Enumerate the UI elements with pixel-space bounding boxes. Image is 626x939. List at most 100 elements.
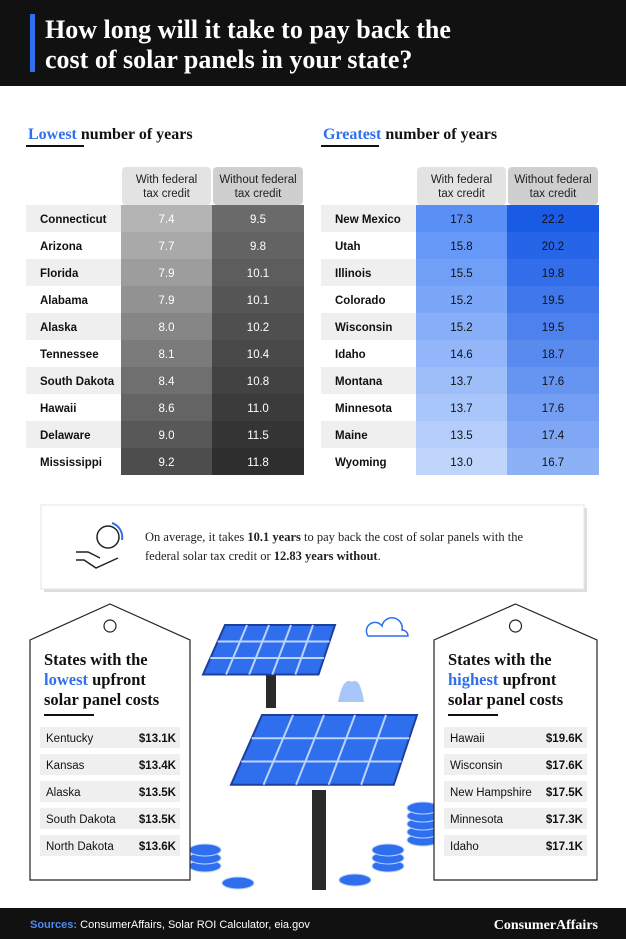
value-cell xyxy=(507,232,599,259)
note-bold: 10.1 years xyxy=(247,530,301,544)
card-title: solar panel costs xyxy=(44,690,160,709)
state-name: Alaska xyxy=(40,322,78,334)
note-bold: 12.83 years without xyxy=(274,549,379,563)
value-cell xyxy=(507,421,599,448)
value-text: 17.4 xyxy=(542,430,565,442)
value-text: 17.6 xyxy=(542,376,564,388)
column-header xyxy=(508,167,598,205)
column-header xyxy=(417,167,506,205)
value-cell xyxy=(507,205,599,232)
card-title-highlight: lowest xyxy=(44,670,88,689)
value-text: 9.5 xyxy=(250,214,266,226)
card-underline xyxy=(448,714,498,716)
cost-row xyxy=(444,754,587,775)
value-text: 19.8 xyxy=(542,268,564,280)
value-cell xyxy=(416,448,507,475)
coin xyxy=(338,873,372,887)
value-text: 10.2 xyxy=(247,322,269,334)
note-box xyxy=(40,504,585,590)
cost-value: $13.6K xyxy=(139,841,177,853)
value-cell xyxy=(416,232,507,259)
footer-band xyxy=(0,908,626,939)
value-cell xyxy=(212,313,304,340)
cost-state: Hawaii xyxy=(450,733,485,745)
row-band xyxy=(321,313,416,340)
value-cell xyxy=(507,394,599,421)
cost-value: $13.1K xyxy=(139,733,177,745)
cost-row xyxy=(40,727,180,748)
pole xyxy=(312,790,326,890)
value-cell xyxy=(121,313,212,340)
brand: ConsumerAffairs xyxy=(494,918,599,933)
value-text: 9.8 xyxy=(250,241,266,253)
cost-row xyxy=(444,835,587,856)
value-cell xyxy=(121,394,212,421)
panel-grid xyxy=(262,714,294,786)
card-title-highlight: highest xyxy=(448,670,499,689)
cost-value: $13.5K xyxy=(139,814,177,826)
header-accent xyxy=(30,14,35,72)
dollar-icon xyxy=(96,525,120,549)
note-part: to pay back the cost of solar panels wit… xyxy=(301,530,524,544)
dollar-arrow xyxy=(111,522,124,541)
value-text: 10.1 xyxy=(247,295,269,307)
value-text: 7.4 xyxy=(159,214,176,226)
cost-row xyxy=(444,727,587,748)
hand-icon xyxy=(76,551,119,569)
cost-row xyxy=(444,781,587,802)
state-name: Mississippi xyxy=(40,457,102,469)
state-name: Idaho xyxy=(335,349,366,361)
column-header-text: With federal xyxy=(136,174,197,186)
panel-grid xyxy=(248,624,270,675)
value-text: 18.7 xyxy=(542,349,564,361)
cost-state: Idaho xyxy=(450,841,479,853)
note-part: federal solar tax credit or xyxy=(145,549,274,563)
title-highlight: Lowest xyxy=(28,126,78,143)
bush xyxy=(338,680,364,702)
cost-row xyxy=(444,808,587,829)
column-header-text: Without federal xyxy=(219,174,296,186)
value-cell xyxy=(416,205,507,232)
card-title-rest: upfront xyxy=(92,670,146,689)
sources-text: ConsumerAffairs, Solar ROI Calculator, e… xyxy=(80,919,310,931)
cost-value: $17.1K xyxy=(546,841,584,853)
tag-hole xyxy=(103,619,117,633)
panel xyxy=(201,624,337,676)
header-band xyxy=(0,0,626,86)
value-text: 8.1 xyxy=(159,349,175,361)
state-name: Utah xyxy=(335,241,361,253)
value-cell xyxy=(121,421,212,448)
value-text: 11.5 xyxy=(247,430,269,442)
state-name: New Mexico xyxy=(335,214,401,226)
title-underline xyxy=(26,145,84,147)
title-rest: number of years xyxy=(385,126,497,143)
cost-row xyxy=(40,835,180,856)
state-name: Alabama xyxy=(40,295,89,307)
value-text: 9.2 xyxy=(159,457,175,469)
value-text: 13.7 xyxy=(450,403,472,415)
cost-state: South Dakota xyxy=(46,814,116,826)
panel-grid xyxy=(360,714,387,786)
column-header-text: With federal xyxy=(431,174,492,186)
cost-value: $13.4K xyxy=(139,760,177,772)
value-text: 15.2 xyxy=(450,295,472,307)
title-highlight: Greatest xyxy=(323,126,382,143)
value-cell xyxy=(121,259,212,286)
row-band xyxy=(321,367,416,394)
cost-row xyxy=(40,808,180,829)
card-underline xyxy=(44,714,94,716)
row-band xyxy=(26,421,121,448)
state-name: Montana xyxy=(335,376,383,388)
value-text: 9.0 xyxy=(159,430,175,442)
value-text: 7.9 xyxy=(159,268,175,280)
value-text: 8.0 xyxy=(159,322,175,334)
value-cell xyxy=(121,286,212,313)
note-part: On average, it takes xyxy=(145,530,247,544)
value-text: 11.0 xyxy=(247,403,269,415)
cost-state: Wisconsin xyxy=(450,760,502,772)
sources-label: Sources: xyxy=(30,919,77,931)
value-text: 10.8 xyxy=(247,376,269,388)
cost-row xyxy=(40,781,180,802)
value-cell xyxy=(212,286,304,313)
